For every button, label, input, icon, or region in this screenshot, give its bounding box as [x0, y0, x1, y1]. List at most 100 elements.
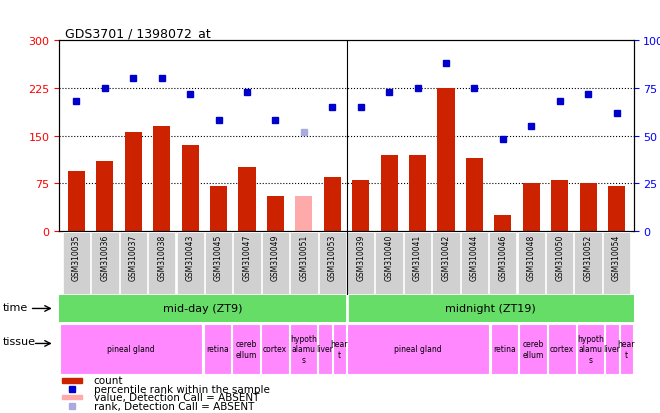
FancyBboxPatch shape — [318, 324, 331, 374]
Text: GSM310044: GSM310044 — [470, 235, 479, 281]
Bar — [68, 171, 85, 231]
Text: GSM310037: GSM310037 — [129, 235, 138, 281]
Text: mid-day (ZT9): mid-day (ZT9) — [163, 304, 243, 314]
FancyBboxPatch shape — [63, 233, 90, 294]
Bar — [238, 168, 255, 231]
Bar — [62, 395, 82, 399]
FancyBboxPatch shape — [620, 324, 633, 374]
FancyBboxPatch shape — [148, 233, 176, 294]
Text: hear
t: hear t — [618, 339, 635, 358]
Text: pineal gland: pineal gland — [395, 344, 442, 354]
FancyBboxPatch shape — [489, 233, 517, 294]
FancyBboxPatch shape — [261, 324, 288, 374]
Text: GSM310054: GSM310054 — [612, 235, 621, 281]
FancyBboxPatch shape — [490, 324, 518, 374]
Text: hypoth
alamu
s: hypoth alamu s — [577, 334, 604, 364]
Text: cortex: cortex — [550, 344, 574, 354]
Text: hear
t: hear t — [331, 339, 348, 358]
FancyBboxPatch shape — [548, 324, 576, 374]
Text: cortex: cortex — [263, 344, 287, 354]
FancyBboxPatch shape — [290, 324, 317, 374]
Bar — [324, 178, 341, 231]
Text: cereb
ellum: cereb ellum — [523, 339, 544, 358]
Text: GSM310047: GSM310047 — [242, 235, 251, 281]
Bar — [608, 187, 625, 231]
Bar — [352, 180, 369, 231]
Text: GSM310036: GSM310036 — [100, 235, 110, 281]
Bar — [438, 89, 455, 231]
Text: GSM310035: GSM310035 — [72, 235, 81, 281]
Bar — [267, 197, 284, 231]
FancyBboxPatch shape — [404, 233, 431, 294]
FancyBboxPatch shape — [517, 233, 545, 294]
Text: liver: liver — [604, 344, 620, 354]
Bar — [381, 155, 398, 231]
FancyBboxPatch shape — [546, 233, 574, 294]
Text: GSM310051: GSM310051 — [300, 235, 308, 280]
FancyBboxPatch shape — [376, 233, 403, 294]
FancyBboxPatch shape — [574, 233, 602, 294]
Text: time: time — [3, 302, 28, 312]
Text: GSM310048: GSM310048 — [527, 235, 536, 280]
Bar — [579, 184, 597, 231]
FancyBboxPatch shape — [347, 324, 490, 374]
Bar — [182, 146, 199, 231]
FancyBboxPatch shape — [234, 233, 261, 294]
Bar — [466, 159, 483, 231]
FancyBboxPatch shape — [119, 233, 147, 294]
Bar — [346, 295, 634, 322]
Text: liver: liver — [317, 344, 333, 354]
Text: GDS3701 / 1398072_at: GDS3701 / 1398072_at — [65, 27, 211, 40]
Text: GSM310050: GSM310050 — [555, 235, 564, 281]
Bar — [494, 216, 512, 231]
Bar — [62, 378, 82, 383]
FancyBboxPatch shape — [432, 233, 459, 294]
Bar — [96, 161, 114, 231]
Text: GSM310041: GSM310041 — [413, 235, 422, 280]
FancyBboxPatch shape — [232, 324, 260, 374]
FancyBboxPatch shape — [60, 324, 203, 374]
Text: tissue: tissue — [3, 336, 36, 346]
Text: hypoth
alamu
s: hypoth alamu s — [290, 334, 317, 364]
Text: value, Detection Call = ABSENT: value, Detection Call = ABSENT — [94, 392, 259, 402]
Text: GSM310040: GSM310040 — [385, 235, 393, 281]
Text: percentile rank within the sample: percentile rank within the sample — [94, 384, 270, 394]
Bar — [210, 187, 227, 231]
Bar — [295, 197, 312, 231]
Text: GSM310038: GSM310038 — [157, 235, 166, 280]
Text: GSM310049: GSM310049 — [271, 235, 280, 281]
Text: GSM310043: GSM310043 — [185, 235, 195, 281]
Text: GSM310052: GSM310052 — [583, 235, 593, 280]
Text: cereb
ellum: cereb ellum — [236, 339, 257, 358]
FancyBboxPatch shape — [519, 324, 547, 374]
FancyBboxPatch shape — [605, 324, 618, 374]
Text: GSM310045: GSM310045 — [214, 235, 223, 281]
Text: rank, Detection Call = ABSENT: rank, Detection Call = ABSENT — [94, 401, 254, 411]
FancyBboxPatch shape — [333, 324, 346, 374]
Text: GSM310053: GSM310053 — [328, 235, 337, 281]
Text: midnight (ZT19): midnight (ZT19) — [445, 304, 535, 314]
FancyBboxPatch shape — [347, 233, 374, 294]
FancyBboxPatch shape — [461, 233, 488, 294]
Bar — [551, 180, 568, 231]
Text: pineal gland: pineal gland — [108, 344, 155, 354]
FancyBboxPatch shape — [176, 233, 204, 294]
Text: GSM310042: GSM310042 — [442, 235, 451, 280]
FancyBboxPatch shape — [91, 233, 119, 294]
Bar — [153, 127, 170, 231]
FancyBboxPatch shape — [603, 233, 630, 294]
FancyBboxPatch shape — [262, 233, 289, 294]
FancyBboxPatch shape — [319, 233, 346, 294]
FancyBboxPatch shape — [205, 233, 232, 294]
Bar — [409, 155, 426, 231]
Text: retina: retina — [493, 344, 515, 354]
Text: count: count — [94, 375, 123, 385]
Bar — [523, 184, 540, 231]
Text: GSM310039: GSM310039 — [356, 235, 365, 281]
Bar — [125, 133, 142, 231]
Text: retina: retina — [206, 344, 228, 354]
FancyBboxPatch shape — [290, 233, 317, 294]
Text: GSM310046: GSM310046 — [498, 235, 508, 281]
FancyBboxPatch shape — [203, 324, 231, 374]
FancyBboxPatch shape — [577, 324, 605, 374]
